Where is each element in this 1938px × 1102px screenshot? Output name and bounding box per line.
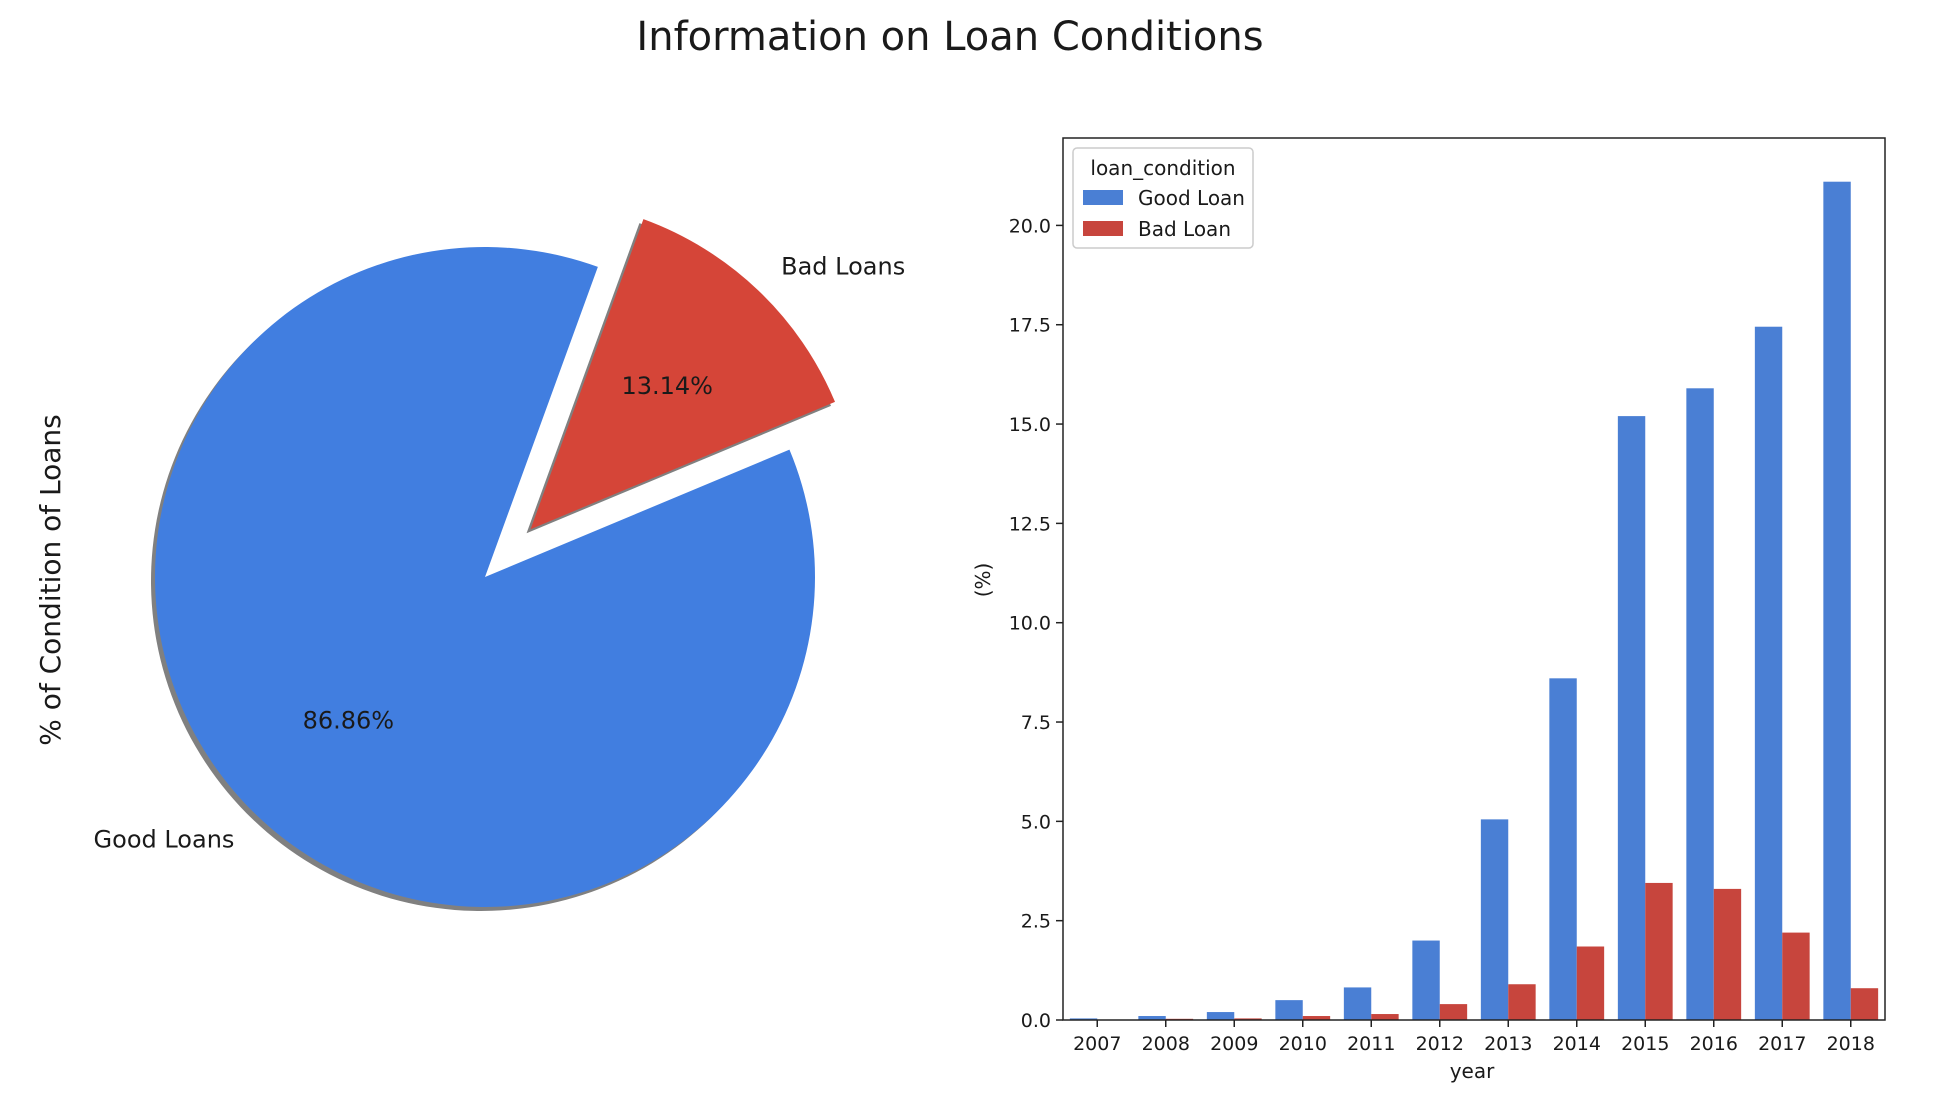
pie-slice-good-loans <box>154 246 816 907</box>
bar-good-loan-2010 <box>1275 1000 1303 1020</box>
x-tick-label: 2011 <box>1347 1033 1395 1055</box>
bar-good-loan-2014 <box>1549 678 1577 1020</box>
bar-good-loan-2012 <box>1412 940 1440 1020</box>
y-tick-label: 20.0 <box>1009 215 1051 237</box>
bar-chart: 0.02.55.07.510.012.515.017.520.0 2007 200… <box>971 137 1886 1083</box>
x-tick-label: 2008 <box>1142 1033 1190 1055</box>
legend-swatch-bad-loan <box>1083 221 1123 236</box>
bar-bad-loan-2015 <box>1645 882 1673 1020</box>
x-tick-label: 2018 <box>1827 1033 1875 1055</box>
x-tick-label: 2015 <box>1621 1033 1669 1055</box>
bar-good-loan-2017 <box>1754 326 1783 1021</box>
bar-bad-loan-2014 <box>1576 946 1605 1020</box>
bar-good-loan-2009 <box>1206 1012 1235 1020</box>
pie-slice-bad-loans-label: Bad Loans <box>781 253 905 281</box>
bar-bad-loan-2009 <box>1234 1018 1262 1020</box>
y-tick-label: 7.5 <box>1021 712 1051 734</box>
y-tick-label: 10.0 <box>1009 613 1051 635</box>
bar-good-loan-2008 <box>1138 1016 1166 1020</box>
bar-bad-loan-2011 <box>1371 1014 1399 1020</box>
bar-bad-loan-2013 <box>1508 984 1536 1020</box>
legend: loan_condition Good Loan Bad Loan <box>1072 147 1254 249</box>
bar-bad-loan-2018 <box>1850 988 1879 1020</box>
plot-frame <box>1062 137 1886 1021</box>
y-tick-label: 17.5 <box>1009 315 1051 337</box>
bar-good-loan-2016 <box>1686 388 1714 1020</box>
bar-bad-loan-2012 <box>1439 1004 1468 1020</box>
x-tick-label: 2016 <box>1690 1033 1738 1055</box>
y-tick-label: 15.0 <box>1009 414 1051 436</box>
y-tick-label: 0.0 <box>1021 1010 1051 1032</box>
bar-good-loan-2018 <box>1823 181 1851 1020</box>
pie-slice-good-loans-label: Good Loans <box>94 826 235 854</box>
legend-swatch-good-loan <box>1083 190 1123 205</box>
y-tick-label: 5.0 <box>1021 811 1051 833</box>
pie-ylabel: % of Condition of Loans <box>34 414 67 746</box>
pie-labels: 86.86% Good Loans 13.14% Bad Loans <box>94 253 906 854</box>
pie-chart: % of Condition of Loans 86.86% Good Loans… <box>34 219 905 911</box>
bar-marks <box>1069 181 1879 1021</box>
bar-bad-loan-2016 <box>1713 888 1742 1020</box>
pie-slice-bad-loans-pct-label: 13.14% <box>621 372 713 400</box>
legend-label-bad-loan: Bad Loan <box>1138 217 1231 241</box>
bar-good-loan-2013 <box>1480 819 1509 1020</box>
x-tick-label: 2010 <box>1279 1033 1327 1055</box>
x-axis: 2007 2008 2009 2010 2011 2012 2013 2014 2015 2016… <box>1073 1020 1875 1055</box>
pie-slice-bad-loans <box>530 219 836 530</box>
x-tick-label: 2017 <box>1758 1033 1806 1055</box>
bar-bad-loan-2017 <box>1782 932 1810 1020</box>
bar-ylabel: (%) <box>971 563 995 598</box>
x-tick-label: 2007 <box>1073 1033 1121 1055</box>
bar-xlabel: year <box>1450 1059 1495 1083</box>
pie-slice-good-loans-pct-label: 86.86% <box>303 706 395 734</box>
x-tick-label: 2013 <box>1484 1033 1532 1055</box>
bar-bad-loan-2010 <box>1302 1016 1331 1020</box>
y-axis: 0.0 2.5 5.0 7.5 10.0 12.5 15.0 17.5 20.0 <box>1009 215 1063 1032</box>
legend-title: loan_condition <box>1090 156 1235 180</box>
bar-good-loan-2015 <box>1617 416 1646 1020</box>
x-tick-label: 2014 <box>1553 1033 1601 1055</box>
x-tick-label: 2009 <box>1210 1033 1258 1055</box>
y-tick-label: 2.5 <box>1021 911 1051 933</box>
y-tick-label: 12.5 <box>1009 513 1051 535</box>
pie-slices <box>151 219 836 911</box>
x-tick-label: 2012 <box>1416 1033 1464 1055</box>
bar-good-loan-2007 <box>1069 1018 1098 1020</box>
figure-title: Information on Loan Conditions <box>636 14 1263 60</box>
bar-good-loan-2011 <box>1343 987 1372 1020</box>
legend-label-good-loan: Good Loan <box>1138 186 1245 210</box>
